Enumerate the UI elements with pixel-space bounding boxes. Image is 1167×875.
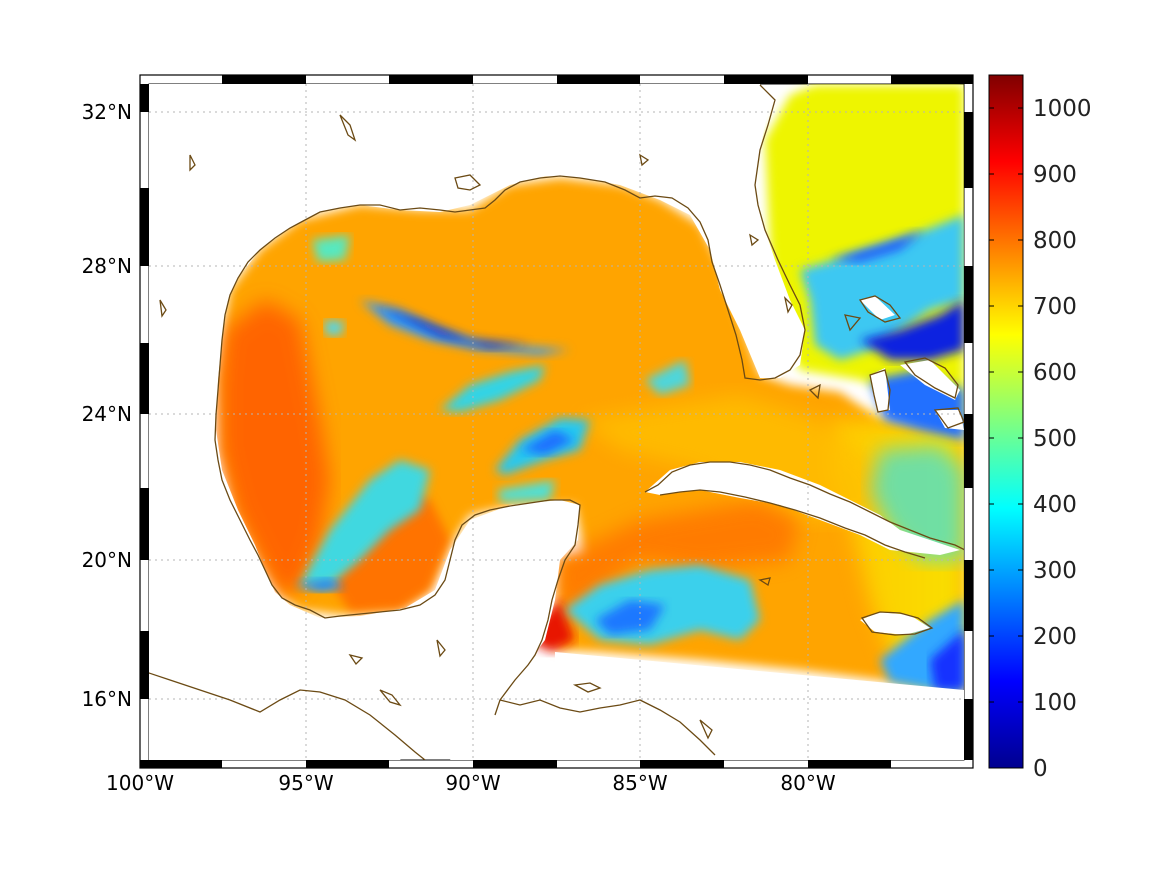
- colorbar: 0 100 200 300 400 500 600 700 800 900 1000: [988, 74, 1092, 782]
- coastlines: [149, 84, 964, 760]
- colorbar-gradient: [988, 74, 1024, 769]
- colorbar-tick-label: 200: [1033, 624, 1077, 650]
- x-tick-label: 80°W: [780, 771, 835, 795]
- colorbar-tick-label: 100: [1033, 690, 1077, 716]
- grid-lines: [149, 84, 964, 760]
- colorbar-tick-label: 300: [1033, 558, 1077, 584]
- y-tick-label: 20°N: [82, 548, 132, 572]
- data-field: [149, 84, 964, 760]
- y-tick-label: 24°N: [82, 402, 132, 426]
- y-axis-labels: 32°N 28°N 24°N 20°N 16°N: [82, 100, 132, 711]
- x-tick-label: 90°W: [445, 771, 500, 795]
- x-axis-labels: 100°W 95°W 90°W 85°W 80°W: [106, 771, 836, 795]
- x-tick-label: 85°W: [612, 771, 667, 795]
- y-tick-label: 16°N: [82, 687, 132, 711]
- y-tick-label: 32°N: [82, 100, 132, 124]
- colorbar-tick-label: 400: [1033, 492, 1077, 518]
- colorbar-tick-label: 500: [1033, 426, 1077, 452]
- colorbar-tick-label: 0: [1033, 756, 1048, 782]
- y-tick-label: 28°N: [82, 254, 132, 278]
- x-tick-label: 100°W: [106, 771, 174, 795]
- colorbar-tick-label: 900: [1033, 162, 1077, 188]
- colorbar-ticks: 0 100 200 300 400 500 600 700 800 900 1000: [989, 96, 1092, 782]
- x-tick-label: 95°W: [278, 771, 333, 795]
- colorbar-tick-label: 800: [1033, 228, 1077, 254]
- colorbar-tick-label: 1000: [1033, 96, 1092, 122]
- colorbar-tick-label: 700: [1033, 294, 1077, 320]
- colorbar-tick-label: 600: [1033, 360, 1077, 386]
